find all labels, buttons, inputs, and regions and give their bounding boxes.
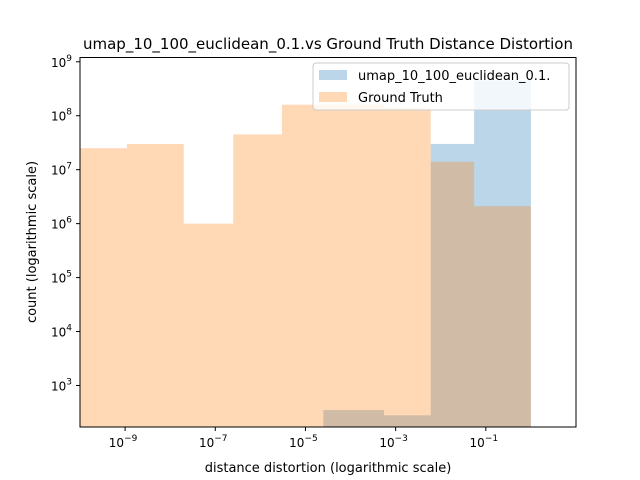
series-0-bar-0 <box>323 410 384 427</box>
series-1-bar-0 <box>80 148 127 428</box>
y-axis-ticks: 103 104 105 106 107 108 109 <box>51 54 80 393</box>
chart-title: umap_10_100_euclidean_0.1.vs Ground Trut… <box>83 35 573 54</box>
series-1-bar-3 <box>233 134 282 427</box>
y-tick-label-0: 103 <box>51 377 72 393</box>
series-0-bar-2 <box>430 143 475 427</box>
plot-frame <box>79 57 577 428</box>
series-1-bar-6 <box>430 161 475 427</box>
legend-swatch-0 <box>319 70 347 80</box>
legend-label-0: umap_10_100_euclidean_0.1. <box>358 69 550 84</box>
x-tick-label-2: 10−5 <box>289 434 318 450</box>
series-1-bar-7 <box>474 206 531 427</box>
y-tick-label-2: 105 <box>51 270 72 286</box>
series-1-bar-1 <box>126 143 184 427</box>
series-0-bar-1 <box>383 415 431 427</box>
legend-swatch-1 <box>319 92 347 102</box>
y-tick-label-3: 106 <box>51 216 72 232</box>
y-tick-label-1: 104 <box>51 324 72 340</box>
legend: umap_10_100_euclidean_0.1. Ground Truth <box>312 62 570 111</box>
x-axis-ticks: 10−9 10−7 10−5 10−3 10−1 <box>109 427 498 450</box>
y-axis-label: count (logarithmic scale) <box>25 161 40 323</box>
y-tick-label-6: 109 <box>51 54 72 70</box>
y-tick-label-4: 107 <box>51 162 72 178</box>
y-tick-label-5: 108 <box>51 108 72 124</box>
x-axis-label: distance distortion (logarithmic scale) <box>205 461 452 476</box>
series-1-bar-5 <box>383 107 431 427</box>
series-1-bar-2 <box>183 223 234 427</box>
histogram-bars <box>80 80 531 428</box>
x-tick-label-3: 10−3 <box>379 434 408 450</box>
series-1-bar-4 <box>281 104 384 428</box>
series-0-bar-3 <box>474 80 531 427</box>
x-tick-label-1: 10−7 <box>199 434 228 450</box>
legend-box <box>312 62 570 111</box>
x-tick-label-4: 10−1 <box>470 434 499 450</box>
legend-label-1: Ground Truth <box>358 91 443 106</box>
x-tick-label-0: 10−9 <box>109 434 138 450</box>
